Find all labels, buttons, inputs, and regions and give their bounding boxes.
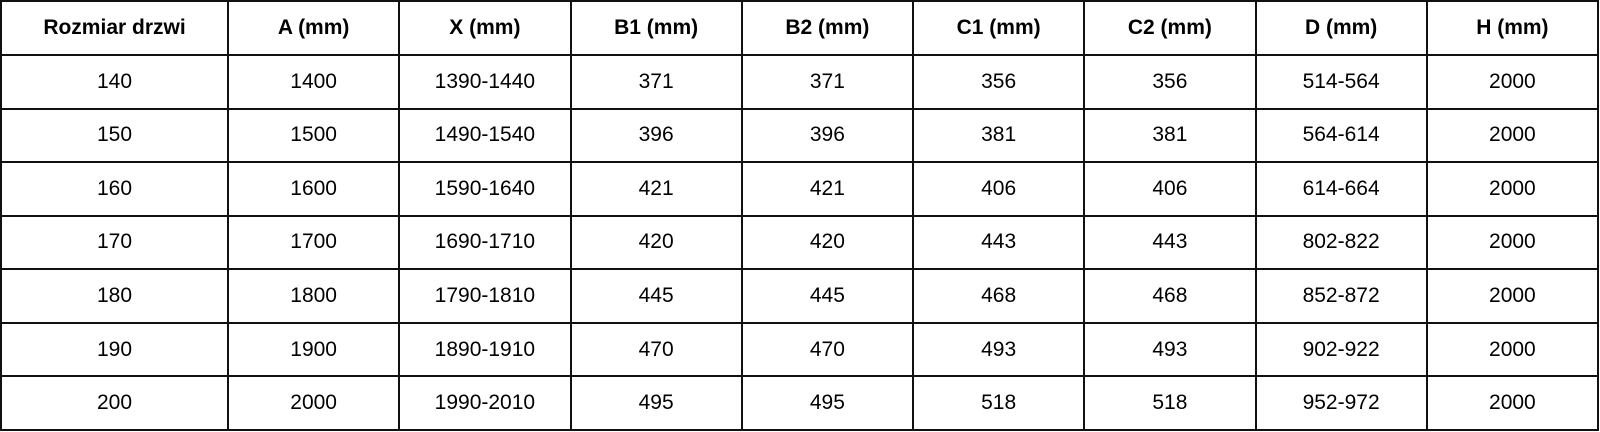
table-cell: 445 xyxy=(740,268,915,324)
table-cell: 468 xyxy=(1083,268,1257,324)
table-cell: 1590-1640 xyxy=(398,161,572,217)
table-cell: 170 xyxy=(0,214,229,271)
table-cell: 493 xyxy=(911,321,1086,378)
column-header: B1 (mm) xyxy=(569,0,743,56)
table-cell: 1900 xyxy=(226,321,401,378)
table-cell: 356 xyxy=(911,54,1086,110)
table-cell: 1690-1710 xyxy=(398,214,572,271)
column-header: A (mm) xyxy=(226,0,401,56)
table-cell: 1390-1440 xyxy=(398,54,572,110)
table-row: 140 1400 1390-1440 371 371 356 356 514-564 2000 xyxy=(0,54,1600,110)
table-cell: 1800 xyxy=(226,268,401,324)
table-cell: 200 xyxy=(0,375,229,431)
table-cell: 495 xyxy=(569,375,743,431)
table-cell: 2000 xyxy=(1425,161,1600,217)
table-cell: 1700 xyxy=(226,214,401,271)
table-cell: 2000 xyxy=(1425,214,1600,271)
table-cell: 1490-1540 xyxy=(398,107,572,164)
table-cell: 514-564 xyxy=(1254,54,1428,110)
column-header: Rozmiar drzwi xyxy=(0,0,229,56)
table-cell: 443 xyxy=(1083,214,1257,271)
table-cell: 1790-1810 xyxy=(398,268,572,324)
table-cell: 371 xyxy=(569,54,743,110)
table-cell: 470 xyxy=(740,321,915,378)
table-row: 170 1700 1690-1710 420 420 443 443 802-822 2000 xyxy=(0,214,1600,271)
table-cell: 443 xyxy=(911,214,1086,271)
table-cell: 1600 xyxy=(226,161,401,217)
column-header: C1 (mm) xyxy=(911,0,1086,56)
table-cell: 564-614 xyxy=(1254,107,1428,164)
table-cell: 2000 xyxy=(1425,54,1600,110)
table-row: 180 1800 1790-1810 445 445 468 468 852-872 2000 xyxy=(0,268,1600,324)
table-cell: 356 xyxy=(1083,54,1257,110)
table-cell: 518 xyxy=(1083,375,1257,431)
table-cell: 2000 xyxy=(226,375,401,431)
table-cell: 420 xyxy=(740,214,915,271)
table-row: 200 2000 1990-2010 495 495 518 518 952-972 2000 xyxy=(0,375,1600,431)
table-cell: 396 xyxy=(740,107,915,164)
table-cell: 495 xyxy=(740,375,915,431)
table-cell: 421 xyxy=(569,161,743,217)
table-cell: 150 xyxy=(0,107,229,164)
table-cell: 468 xyxy=(911,268,1086,324)
table-cell: 1890-1910 xyxy=(398,321,572,378)
table-row: 190 1900 1890-1910 470 470 493 493 902-922 2000 xyxy=(0,321,1600,378)
column-header: C2 (mm) xyxy=(1083,0,1257,56)
table-cell: 902-922 xyxy=(1254,321,1428,378)
column-header: B2 (mm) xyxy=(740,0,915,56)
column-header: X (mm) xyxy=(398,0,572,56)
table-cell: 406 xyxy=(1083,161,1257,217)
table-cell: 2000 xyxy=(1425,268,1600,324)
table-cell: 2000 xyxy=(1425,107,1600,164)
table-cell: 2000 xyxy=(1425,321,1600,378)
table-cell: 190 xyxy=(0,321,229,378)
header-row: Rozmiar drzwi A (mm) X (mm) B1 (mm) B2 (mm) C… xyxy=(0,0,1600,56)
table-cell: 406 xyxy=(911,161,1086,217)
table-cell: 802-822 xyxy=(1254,214,1428,271)
table-row: 160 1600 1590-1640 421 421 406 406 614-664 2000 xyxy=(0,161,1600,217)
table-cell: 518 xyxy=(911,375,1086,431)
table-cell: 396 xyxy=(569,107,743,164)
column-header: H (mm) xyxy=(1425,0,1600,56)
table-cell: 421 xyxy=(740,161,915,217)
table-cell: 160 xyxy=(0,161,229,217)
table-cell: 420 xyxy=(569,214,743,271)
table-cell: 614-664 xyxy=(1254,161,1428,217)
table-cell: 371 xyxy=(740,54,915,110)
table-cell: 381 xyxy=(911,107,1086,164)
table-cell: 852-872 xyxy=(1254,268,1428,324)
table-cell: 2000 xyxy=(1425,375,1600,431)
table-row: 150 1500 1490-1540 396 396 381 381 564-614 2000 xyxy=(0,107,1600,164)
table-cell: 381 xyxy=(1083,107,1257,164)
table-cell: 1990-2010 xyxy=(398,375,572,431)
table-cell: 1500 xyxy=(226,107,401,164)
table-cell: 1400 xyxy=(226,54,401,110)
table-cell: 445 xyxy=(569,268,743,324)
table-cell: 470 xyxy=(569,321,743,378)
table-cell: 952-972 xyxy=(1254,375,1428,431)
table-cell: 180 xyxy=(0,268,229,324)
table-cell: 140 xyxy=(0,54,229,110)
table-cell: 493 xyxy=(1083,321,1257,378)
column-header: D (mm) xyxy=(1254,0,1428,56)
